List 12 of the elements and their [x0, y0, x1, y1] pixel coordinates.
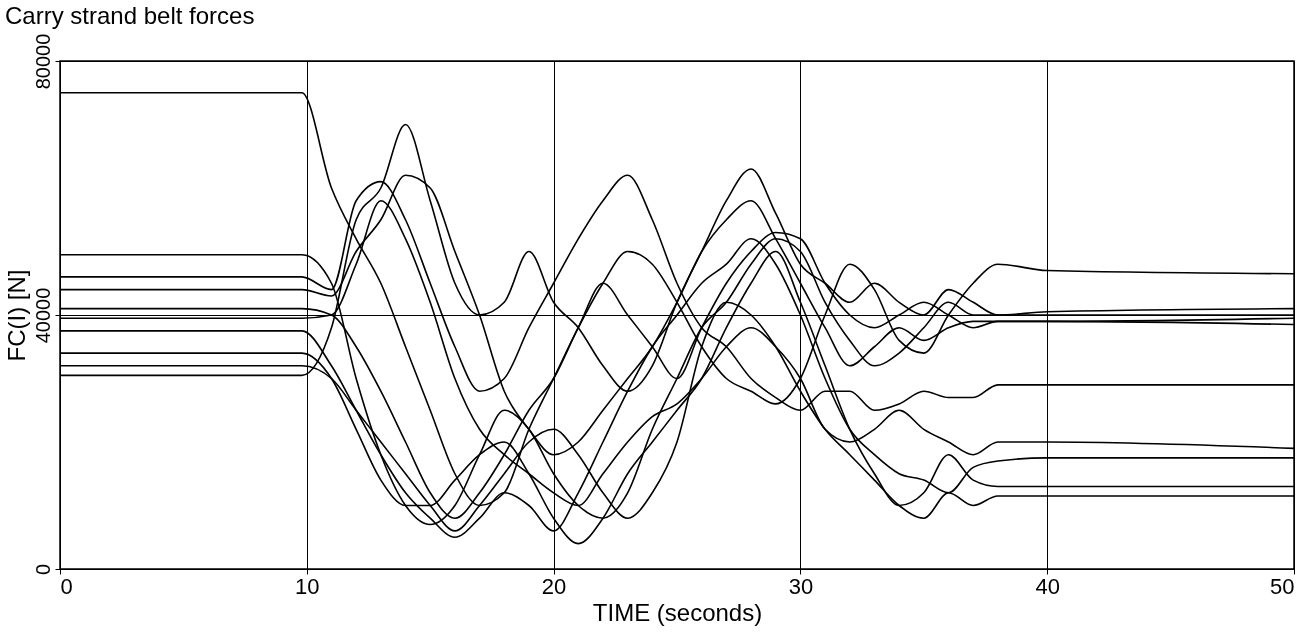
chart-title: Carry strand belt forces: [5, 2, 255, 30]
x-tick-label: 0: [60, 573, 73, 599]
y-tick-label: 80000: [31, 33, 54, 90]
x-tick-label: 50: [1270, 573, 1295, 599]
y-axis-title: FC(I) [N]: [2, 269, 30, 362]
x-tick-label: 30: [788, 573, 814, 599]
y-tick-label: 0: [31, 563, 54, 576]
x-axis-title: TIME (seconds): [592, 598, 763, 626]
x-tick-label: 10: [295, 573, 320, 599]
y-tick-label: 40000: [31, 287, 54, 344]
x-tick-label: 40: [1035, 573, 1060, 599]
x-tick-label: 20: [541, 573, 567, 599]
